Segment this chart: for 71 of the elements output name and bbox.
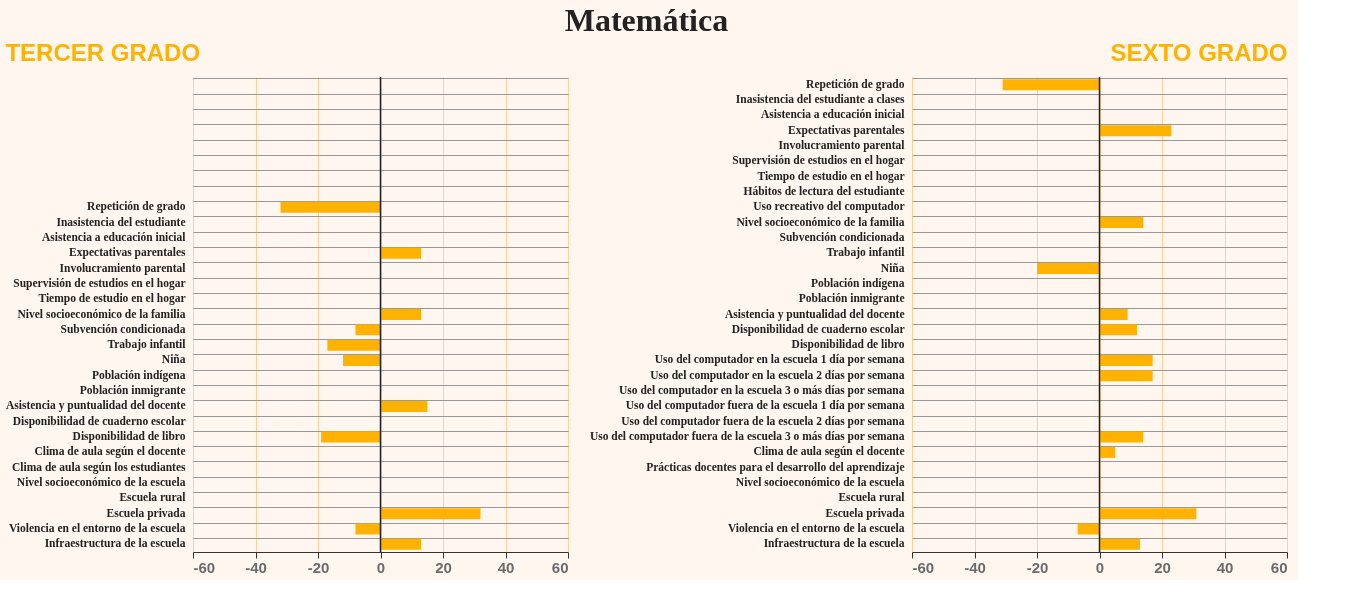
y-tick-label: Subvención condicionada (779, 230, 905, 243)
x-tick-label: 40 (1216, 558, 1234, 576)
y-tick-label: Población inmigrante (79, 384, 186, 398)
y-tick-label: Población indígena (810, 276, 905, 290)
y-tick-label: Uso del computador en la escuela 1 día por semana (654, 353, 905, 367)
y-tick-label: Uso del computador en la escuela 3 o más días por semana (619, 384, 905, 398)
y-tick-label: Uso del computador fuera de la escuela 1 día por semana (625, 399, 905, 413)
y-tick-label: Disponibilidad de cuaderno escolar (731, 322, 905, 336)
x-tick-label: 20 (435, 558, 452, 576)
y-tick-label: Expectativas parentales (788, 123, 906, 137)
x-tick-label: -40 (964, 558, 986, 576)
y-tick-label: Inasistencia del estudiante a clases (735, 92, 906, 105)
y-tick-label: Supervisión de estudios en el hogar (732, 154, 905, 168)
y-tick-label: Supervisión de estudios en el hogar (13, 276, 186, 290)
text: Matemática (564, 2, 729, 39)
x-tick-label: 40 (497, 558, 515, 576)
y-tick-label: Subvención condicionada (60, 322, 186, 335)
y-tick-label: Nivel socioeconómico de la escuela (16, 476, 186, 489)
y-tick-label: Disponibilidad de libro (72, 430, 186, 444)
y-tick-label: Involucramiento parental (59, 261, 186, 275)
y-tick-label: Repetición de grado (806, 77, 905, 91)
y-tick-label: Clima de aula según el docente (34, 445, 186, 459)
y-tick-label: Repetición de grado (87, 200, 186, 214)
x-tick-label: -60 (193, 558, 216, 576)
y-tick-label: Prácticas docentes para el desarrollo del aprendizaje (646, 460, 905, 474)
y-tick-label: Población indígena (91, 368, 186, 382)
y-tick-label: Trabajo infantil (826, 246, 905, 260)
y-tick-label: Infraestructura de la escuela (44, 537, 186, 550)
chart-title: TERCER GRADO (5, 39, 201, 67)
x-tick-label: 0 (376, 558, 386, 576)
y-tick-label: Disponibilidad de libro (791, 338, 905, 352)
x-tick-label: 20 (1154, 558, 1171, 576)
y-tick-label: Disponibilidad de cuaderno escolar (12, 414, 186, 428)
y-tick-label: Uso recreativo del computador (753, 200, 905, 214)
y-tick-label: Clima de aula según los estudiantes (12, 460, 187, 474)
y-tick-label: Asistencia y puntualidad del docente (5, 399, 186, 413)
y-tick-label: Involucramiento parental (778, 138, 905, 152)
y-tick-label: Violencia en el entorno de la escuela (8, 522, 186, 535)
y-tick-label: Trabajo infantil (107, 338, 186, 352)
y-tick-label: Infraestructura de la escuela (763, 537, 905, 550)
chart-title: SEXTO GRADO (1110, 39, 1288, 67)
x-tick-label: -60 (912, 558, 935, 576)
y-tick-label: Violencia en el entorno de la escuela (727, 522, 905, 535)
y-tick-label: Nivel socioeconómico de la escuela (735, 476, 905, 489)
x-tick-label: -20 (1026, 558, 1049, 576)
y-tick-label: Asistencia y puntualidad del docente (724, 307, 905, 321)
x-tick-label: 60 (1270, 558, 1288, 576)
y-tick-label: Escuela rural (838, 491, 905, 504)
y-tick-label: Asistencia a educación inicial (42, 230, 186, 243)
y-tick-label: Asistencia a educación inicial (761, 108, 905, 121)
y-tick-label: Hábitos de lectura del estudiante (743, 184, 905, 197)
y-tick-label: Población inmigrante (798, 292, 905, 306)
y-tick-label: Tiempo de estudio en el hogar (757, 169, 905, 183)
y-tick-label: Uso del computador en la escuela 2 días por semana (650, 368, 905, 382)
x-tick-label: -20 (307, 558, 330, 576)
y-tick-label: Clima de aula según el docente (753, 445, 905, 459)
y-tick-label: Nivel socioeconómico de la familia (736, 215, 905, 228)
y-tick-label: Niña (880, 261, 905, 274)
y-tick-label: Nivel socioeconómico de la familia (17, 307, 186, 320)
x-tick-label: -40 (245, 558, 267, 576)
y-tick-label: Niña (161, 353, 186, 366)
y-tick-label: Uso del computador fuera de la escuela 3 o más días por semana (589, 430, 905, 444)
y-tick-label: Escuela privada (106, 506, 186, 520)
y-tick-label: Inasistencia del estudiante (56, 215, 186, 228)
x-tick-label: 60 (551, 558, 569, 576)
y-tick-label: Tiempo de estudio en el hogar (38, 292, 186, 306)
y-tick-label: Uso del computador fuera de la escuela 2 días por semana (621, 414, 905, 428)
y-tick-label: Expectativas parentales (69, 246, 187, 260)
x-tick-label: 0 (1095, 558, 1105, 576)
y-tick-label: Escuela privada (825, 506, 905, 520)
y-tick-label: Escuela rural (119, 491, 186, 504)
